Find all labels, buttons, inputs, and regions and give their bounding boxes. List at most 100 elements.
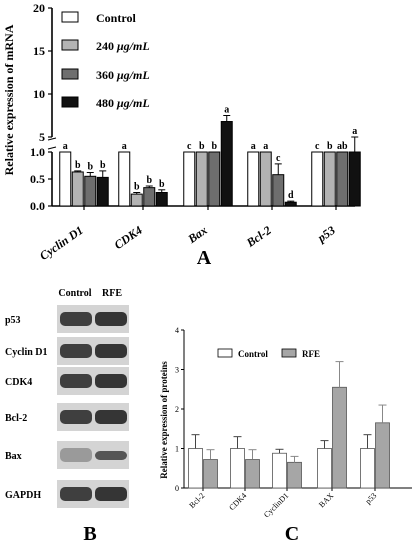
legend-swatch-240 [61, 39, 79, 51]
mrna-category-label: CDK4 [112, 223, 145, 252]
mrna-category-labels: Cyclin D1 CDK4 Bax Bcl-2 p53 [37, 223, 338, 263]
legend-swatch-control-c [217, 348, 233, 358]
mrna-significance-letter: b [146, 175, 152, 186]
blot-band-control [60, 344, 92, 358]
protein-legend: Control RFE [217, 348, 320, 359]
legend-swatch-360 [61, 68, 79, 80]
legend-label-360: 360 μg/mL [96, 68, 150, 82]
mrna-bar [348, 151, 361, 207]
mrna-bar [195, 151, 208, 207]
legend-swatch-480 [61, 96, 79, 108]
mrna-category-label: Bcl-2 [243, 223, 274, 250]
legend-swatch-rfe [281, 348, 297, 358]
mrna-bar [323, 151, 336, 207]
mrna-bar [220, 121, 233, 207]
mrna-bar [272, 174, 285, 207]
blot-col-label-control: Control [58, 288, 91, 299]
protein-chart: Relative expression of proteins 0 1 2 3 4 Bc… [159, 326, 412, 545]
mrna-bar [71, 171, 84, 207]
mrna-axis-break-mark [47, 146, 57, 150]
legend-label-480: 480 μg/mL [96, 96, 150, 110]
panel-label-c: C [285, 523, 299, 545]
mrna-y-tick-label: 10 [33, 87, 45, 101]
protein-bar [230, 448, 245, 489]
protein-category-labels: Bcl-2 CDK4 CyclinD1 BAX p53 [187, 491, 378, 520]
mrna-category-label: Bax [184, 223, 209, 247]
mrna-y-tick-label: 0.5 [30, 172, 45, 186]
protein-bar [375, 422, 390, 489]
mrna-significance-letter: b [75, 160, 81, 171]
blot-row-label: Bcl-2 [5, 413, 27, 424]
mrna-bar [208, 151, 221, 207]
blot-row-label: Cyclin D1 [5, 347, 48, 358]
blot-band-rfe [95, 374, 127, 388]
mrna-bar [96, 176, 109, 207]
mrna-y-tick-label: 5 [39, 130, 45, 144]
mrna-bar [259, 151, 272, 207]
blot-col-label-rfe: RFE [102, 288, 122, 299]
mrna-significance-letter: b [87, 162, 93, 173]
blot-band-rfe [95, 451, 127, 460]
protein-y-tick-label: 4 [175, 326, 179, 335]
mrna-bar [59, 151, 72, 207]
blot-row-label: p53 [5, 315, 21, 326]
mrna-significance-letter: b [100, 160, 106, 171]
protein-category-label: p53 [364, 491, 379, 506]
mrna-bar [247, 151, 260, 207]
protein-y-tick-label: 0 [175, 484, 179, 493]
mrna-significance-letter: c [315, 141, 320, 152]
mrna-y-tick-label: 0.0 [30, 199, 45, 213]
blot-band-control [60, 374, 92, 388]
protein-bar [203, 459, 218, 489]
protein-y-tick-label: 3 [175, 366, 179, 375]
mrna-y-tick-label: 20 [33, 1, 45, 15]
blot-row-label: CDK4 [5, 377, 32, 388]
mrna-category-label: p53 [314, 223, 338, 245]
mrna-category-label: Cyclin D1 [37, 223, 86, 263]
protein-bar [287, 461, 302, 489]
legend-label-rfe: RFE [302, 349, 320, 359]
panel-label-b: B [83, 523, 96, 545]
mrna-significance-letter: b [159, 179, 165, 190]
blot-band-control [60, 410, 92, 424]
mrna-bar [155, 192, 168, 207]
mrna-bar [183, 151, 196, 207]
protein-category-label: CDK4 [227, 491, 248, 512]
mrna-bar [118, 151, 131, 207]
mrna-axis-break-mark [47, 137, 57, 141]
protein-category-label: CyclinD1 [262, 491, 290, 519]
protein-bar [332, 386, 347, 489]
mrna-significance-letter: a [352, 126, 357, 137]
mrna-significance-letter: a [122, 141, 127, 152]
mrna-significance-letter: b [211, 141, 217, 152]
mrna-significance-letter: a [63, 141, 68, 152]
mrna-bar [336, 151, 349, 207]
legend-label-240: 240 μg/mL [96, 39, 150, 53]
western-blot: Control RFE p53 Cyclin D1 CDK4 Bcl-2 Bax GAPD… [5, 288, 129, 545]
mrna-bar [84, 175, 97, 207]
mrna-y-tick-label: 1.0 [30, 145, 45, 159]
mrna-significance-letter: b [327, 141, 333, 152]
protein-category-label: Bcl-2 [187, 491, 206, 510]
mrna-chart: Relative expression of mRNA 0.0 0.5 1.05 10… [2, 1, 361, 269]
blot-band-rfe [95, 312, 127, 326]
blot-band-rfe [95, 344, 127, 358]
mrna-bar [143, 187, 156, 207]
protein-bar [188, 448, 203, 489]
protein-y-tick-label: 2 [175, 405, 179, 414]
protein-y-axis-label: Relative expression of proteins [159, 361, 169, 479]
blot-band-rfe [95, 410, 127, 424]
mrna-significance-letter: a [224, 105, 229, 116]
protein-bar [272, 452, 287, 489]
mrna-significance-letter: c [276, 153, 281, 164]
protein-bar [245, 459, 260, 489]
mrna-significance-letter: a [263, 141, 268, 152]
blot-band-control [60, 487, 92, 501]
protein-y-tick-label: 1 [175, 445, 179, 454]
mrna-bar [284, 201, 297, 207]
mrna-significance-letter: b [134, 182, 140, 193]
mrna-significance-letter: c [187, 141, 192, 152]
protein-bars [188, 361, 390, 489]
